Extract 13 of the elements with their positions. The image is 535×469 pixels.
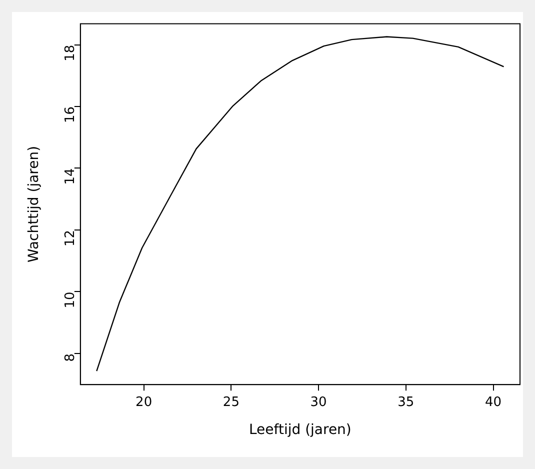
x-tick-label: 35 (398, 394, 414, 410)
x-tick-label: 20 (136, 394, 152, 410)
y-axis-title: Wachttijd (jaren) (26, 146, 42, 262)
y-tick-label: 18 (62, 44, 78, 62)
y-tick-label: 10 (62, 292, 78, 308)
x-tick-label: 40 (484, 394, 502, 410)
y-tick-label: 16 (62, 106, 78, 124)
x-axis-title: Leeftijd (jaren) (248, 422, 352, 438)
x-tick-label: 25 (222, 394, 240, 410)
y-tick-label: 8 (62, 353, 78, 362)
x-tick-label: 30 (310, 394, 327, 410)
y-tick-label: 12 (62, 230, 78, 247)
y-tick-label: 14 (62, 168, 78, 185)
